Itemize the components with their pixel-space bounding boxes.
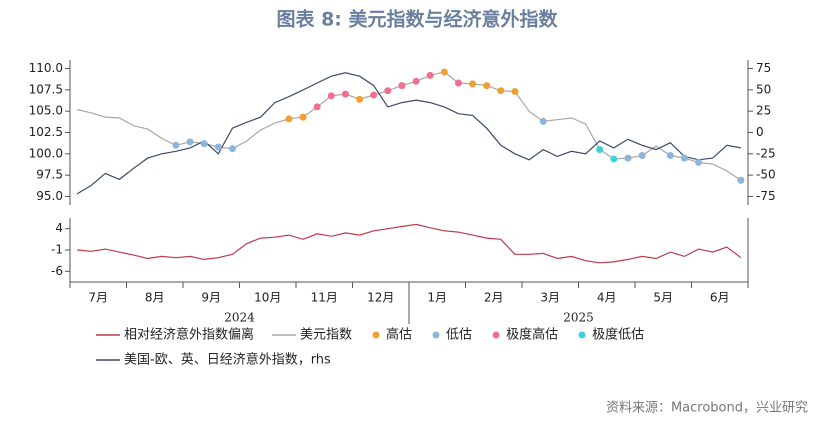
scatter-point (398, 82, 406, 90)
legend-swatch (492, 331, 500, 339)
scatter-point (412, 77, 420, 85)
y2-tick-label: 25 (756, 104, 771, 118)
legend-label: 美国-欧、英、日经济意外指数，rhs (124, 352, 331, 368)
x-tick-label: 7月 (88, 291, 108, 305)
x-tick-label: 12月 (367, 291, 394, 305)
series-line (76, 71, 742, 181)
scatter-point (313, 103, 321, 111)
y-tick-label: -6 (51, 264, 63, 278)
scatter-point (370, 91, 378, 99)
legend-swatch (578, 331, 586, 339)
legend-label: 低估 (446, 328, 472, 343)
y-tick-label: 105.0 (29, 104, 63, 118)
x-tick-label: 1月 (427, 291, 447, 305)
scatter-point (638, 152, 646, 160)
scatter-point (214, 143, 222, 151)
scatter-point (384, 87, 392, 95)
y-tick-label: 100.0 (29, 146, 63, 160)
legend-label: 极度高估 (506, 327, 558, 343)
scatter-point (172, 141, 180, 149)
scatter-point (341, 90, 349, 98)
scatter-point (186, 138, 194, 146)
x-tick-label: 11月 (311, 291, 338, 305)
y2-tick-label: -25 (756, 146, 776, 160)
y2-tick-label: 75 (756, 61, 771, 75)
scatter-point (228, 145, 236, 153)
year-label: 2025 (563, 311, 594, 325)
scatter-point (200, 140, 208, 148)
x-tick-label: 10月 (254, 291, 281, 305)
legend-swatch (372, 331, 380, 339)
y-tick-label: 110.0 (29, 61, 63, 75)
scatter-point (285, 115, 293, 123)
y-tick-label: 4 (55, 221, 63, 235)
scatter-point (469, 80, 477, 88)
scatter-point (624, 154, 632, 162)
scatter-point (610, 155, 618, 163)
scatter-point (666, 152, 674, 160)
series-line (76, 72, 742, 195)
scatter-point (737, 176, 745, 184)
scatter-point (680, 154, 688, 162)
x-tick-label: 9月 (201, 291, 221, 305)
x-tick-label: 5月 (653, 291, 673, 305)
y-tick-label: 107.5 (29, 82, 63, 96)
y-tick-label: -1 (51, 243, 63, 257)
series-line (77, 223, 742, 264)
scatter-point (497, 87, 505, 95)
x-tick-label: 8月 (145, 291, 165, 305)
scatter-point (327, 92, 335, 100)
scatter-point (426, 71, 434, 79)
x-tick-label: 4月 (597, 291, 617, 305)
y2-tick-label: -75 (756, 189, 776, 203)
y2-tick-label: -50 (756, 168, 776, 182)
scatter-point (511, 88, 519, 96)
chart-title: 图表 8: 美元指数与经济意外指数 (276, 8, 558, 31)
x-tick-label: 6月 (710, 291, 730, 305)
scatter-point (483, 82, 491, 90)
scatter-point (299, 113, 307, 121)
scatter-point (539, 117, 547, 125)
legend-label: 相对经济意外指数偏离 (124, 327, 254, 343)
x-tick-label: 3月 (540, 291, 560, 305)
y-tick-label: 95.0 (36, 189, 63, 203)
year-label: 2024 (224, 311, 255, 325)
y2-tick-label: 0 (756, 125, 764, 139)
legend-label: 高估 (386, 327, 412, 343)
x-tick-label: 2月 (484, 291, 504, 305)
y-tick-label: 102.5 (29, 125, 63, 139)
scatter-point (454, 79, 462, 87)
legend-label: 美元指数 (300, 328, 352, 343)
y-tick-label: 97.5 (36, 168, 63, 182)
y2-tick-label: 50 (756, 82, 771, 96)
scatter-point (356, 95, 364, 103)
scatter-point (440, 68, 448, 76)
scatter-point (596, 146, 604, 154)
source: 资料来源：Macrobond，兴业研究 (606, 401, 808, 416)
scatter-point (695, 158, 703, 166)
legend-label: 极度低估 (592, 327, 644, 343)
legend-swatch (432, 331, 440, 339)
